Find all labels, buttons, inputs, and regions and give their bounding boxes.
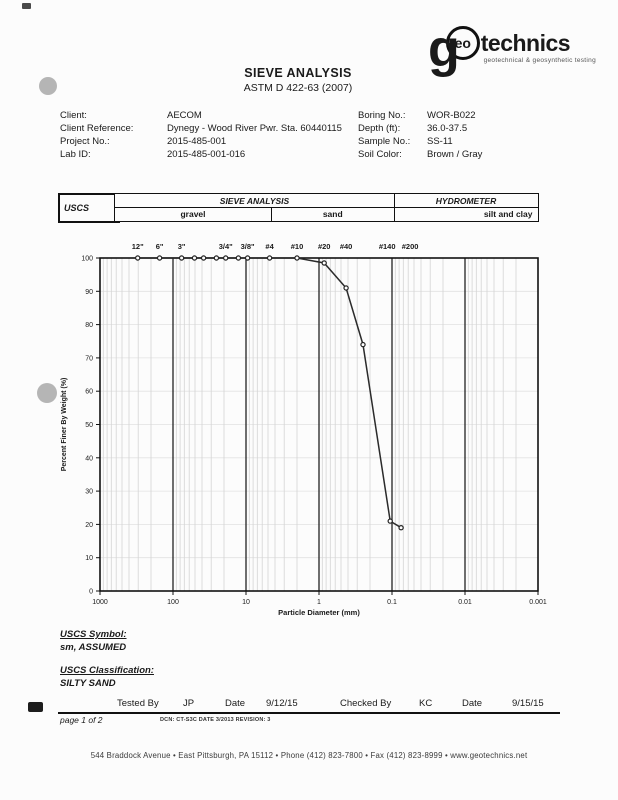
svg-text:#4: #4 xyxy=(265,242,274,251)
svg-text:3": 3" xyxy=(178,242,186,251)
scan-smudge-bottom xyxy=(28,702,43,712)
svg-text:12": 12" xyxy=(132,242,144,251)
svg-text:30: 30 xyxy=(85,489,93,496)
svg-text:100: 100 xyxy=(167,599,179,606)
svg-text:#40: #40 xyxy=(340,242,353,251)
silt-and-clay-cell: silt and clay xyxy=(393,206,539,222)
client-value: AECOM xyxy=(167,110,202,121)
uscs-symbol-label: USCS Symbol: xyxy=(60,629,127,640)
hole-punch-top xyxy=(39,77,57,95)
uscs-classification-label: USCS Classification: xyxy=(60,665,154,676)
checked-by-value: KC xyxy=(419,698,433,709)
svg-text:10: 10 xyxy=(85,555,93,562)
checked-date-label: Date xyxy=(462,698,483,709)
svg-text:20: 20 xyxy=(85,522,93,529)
svg-text:0.001: 0.001 xyxy=(529,599,547,606)
signoff-divider xyxy=(58,712,560,714)
project-no-label: Project No.: xyxy=(60,136,110,147)
svg-text:80: 80 xyxy=(85,322,93,329)
boring-no-value: WOR-B022 xyxy=(427,110,476,121)
dcn-revision-text: DCN: CT-S3C DATE 3/2013 REVISION: 3 xyxy=(160,717,271,723)
uscs-header-cell: USCS xyxy=(58,193,120,223)
svg-text:60: 60 xyxy=(85,389,93,396)
hole-punch-middle xyxy=(37,383,57,403)
grain-size-distribution-chart: 0 10 20 30 40 50 60 70 80 90 100 1000 100 10 1 0.1 0.01 0… xyxy=(61,242,547,617)
client-label: Client: xyxy=(60,110,87,121)
svg-text:0.1: 0.1 xyxy=(387,599,397,606)
geotechnics-logo: g eo technics geotechnical & geosyntheti… xyxy=(428,20,596,80)
tested-by-label: Tested By xyxy=(117,698,159,709)
svg-text:#10: #10 xyxy=(291,242,304,251)
svg-text:#140: #140 xyxy=(379,242,396,251)
depth-value: 36.0-37.5 xyxy=(427,123,468,134)
lab-id-label: Lab ID: xyxy=(60,149,91,160)
sand-cell: sand xyxy=(270,206,395,222)
svg-text:6": 6" xyxy=(156,242,164,251)
logo-eo-text: eo xyxy=(454,35,471,51)
sample-no-label: Sample No.: xyxy=(358,136,411,147)
svg-text:3/4": 3/4" xyxy=(219,242,233,251)
page-number: page 1 of 2 xyxy=(60,715,103,725)
logo-tagline: geotechnical & geosynthetic testing xyxy=(483,57,596,64)
boring-no-label: Boring No.: xyxy=(358,110,406,121)
logo-eo-circle-icon: eo xyxy=(445,26,480,60)
svg-text:3/8": 3/8" xyxy=(241,242,255,251)
project-no-value: 2015-485-001 xyxy=(167,136,227,147)
client-reference-label: Client Reference: xyxy=(60,123,134,134)
soil-color-label: Soil Color: xyxy=(358,149,402,160)
svg-text:50: 50 xyxy=(85,422,93,429)
classification-table: USCS SIEVE ANALYSIS HYDROMETER gravel sa… xyxy=(58,193,540,223)
checked-by-label: Checked By xyxy=(340,698,392,709)
tested-date-value: 9/12/15 xyxy=(266,698,298,709)
checked-date-value: 9/15/15 xyxy=(512,698,544,709)
svg-text:40: 40 xyxy=(85,455,93,462)
title-block: SIEVE ANALYSIS ASTM D 422-63 (2007) xyxy=(0,66,596,94)
svg-text:1: 1 xyxy=(317,599,321,606)
svg-text:10: 10 xyxy=(242,599,250,606)
tested-date-label: Date xyxy=(225,698,246,709)
svg-text:70: 70 xyxy=(85,355,93,362)
svg-text:0.01: 0.01 xyxy=(458,599,472,606)
logo-wordmark: technics xyxy=(480,29,571,56)
logo-g-letter: g xyxy=(428,20,460,78)
gravel-cell: gravel xyxy=(114,206,272,222)
svg-text:0: 0 xyxy=(89,589,93,596)
uscs-symbol-value: sm, ASSUMED xyxy=(60,642,127,653)
lab-id-value: 2015-485-001-016 xyxy=(167,149,246,160)
soil-color-value: Brown / Gray xyxy=(427,149,483,160)
svg-text:#20: #20 xyxy=(318,242,331,251)
report-standard: ASTM D 422-63 (2007) xyxy=(243,82,353,94)
client-reference-value: Dynegy - Wood River Pwr. Sta. 60440115 xyxy=(167,123,342,134)
tested-by-value: JP xyxy=(183,698,195,709)
svg-text:90: 90 xyxy=(85,289,93,296)
uscs-classification-value: SILTY SAND xyxy=(60,678,116,689)
sample-no-value: SS-11 xyxy=(427,136,453,147)
svg-text:Percent Finer By Weight (%): Percent Finer By Weight (%) xyxy=(61,378,68,472)
depth-label: Depth (ft): xyxy=(358,123,401,134)
scan-mark-top xyxy=(22,3,31,9)
svg-text:#200: #200 xyxy=(402,242,419,251)
svg-text:Particle Diameter (mm): Particle Diameter (mm) xyxy=(278,608,360,617)
svg-text:1000: 1000 xyxy=(92,599,108,606)
footer-address: 544 Braddock Avenue • East Pittsburgh, P… xyxy=(90,751,528,760)
svg-text:100: 100 xyxy=(81,256,93,263)
report-title: SIEVE ANALYSIS xyxy=(244,66,352,80)
